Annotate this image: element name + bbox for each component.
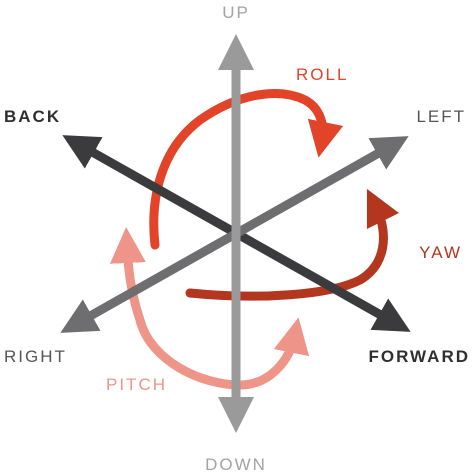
forward-label: FORWARD [368,347,470,366]
right-label: RIGHT [4,347,67,366]
pitch-arc-right [235,317,310,390]
down-label: DOWN [205,455,267,474]
back-label: BACK [4,107,61,126]
up-label: UP [222,3,250,22]
pitch-label: PITCH [106,375,167,394]
left-label: LEFT [416,107,466,126]
yaw-label: YAW [419,243,462,262]
roll-label: ROLL [296,65,348,84]
